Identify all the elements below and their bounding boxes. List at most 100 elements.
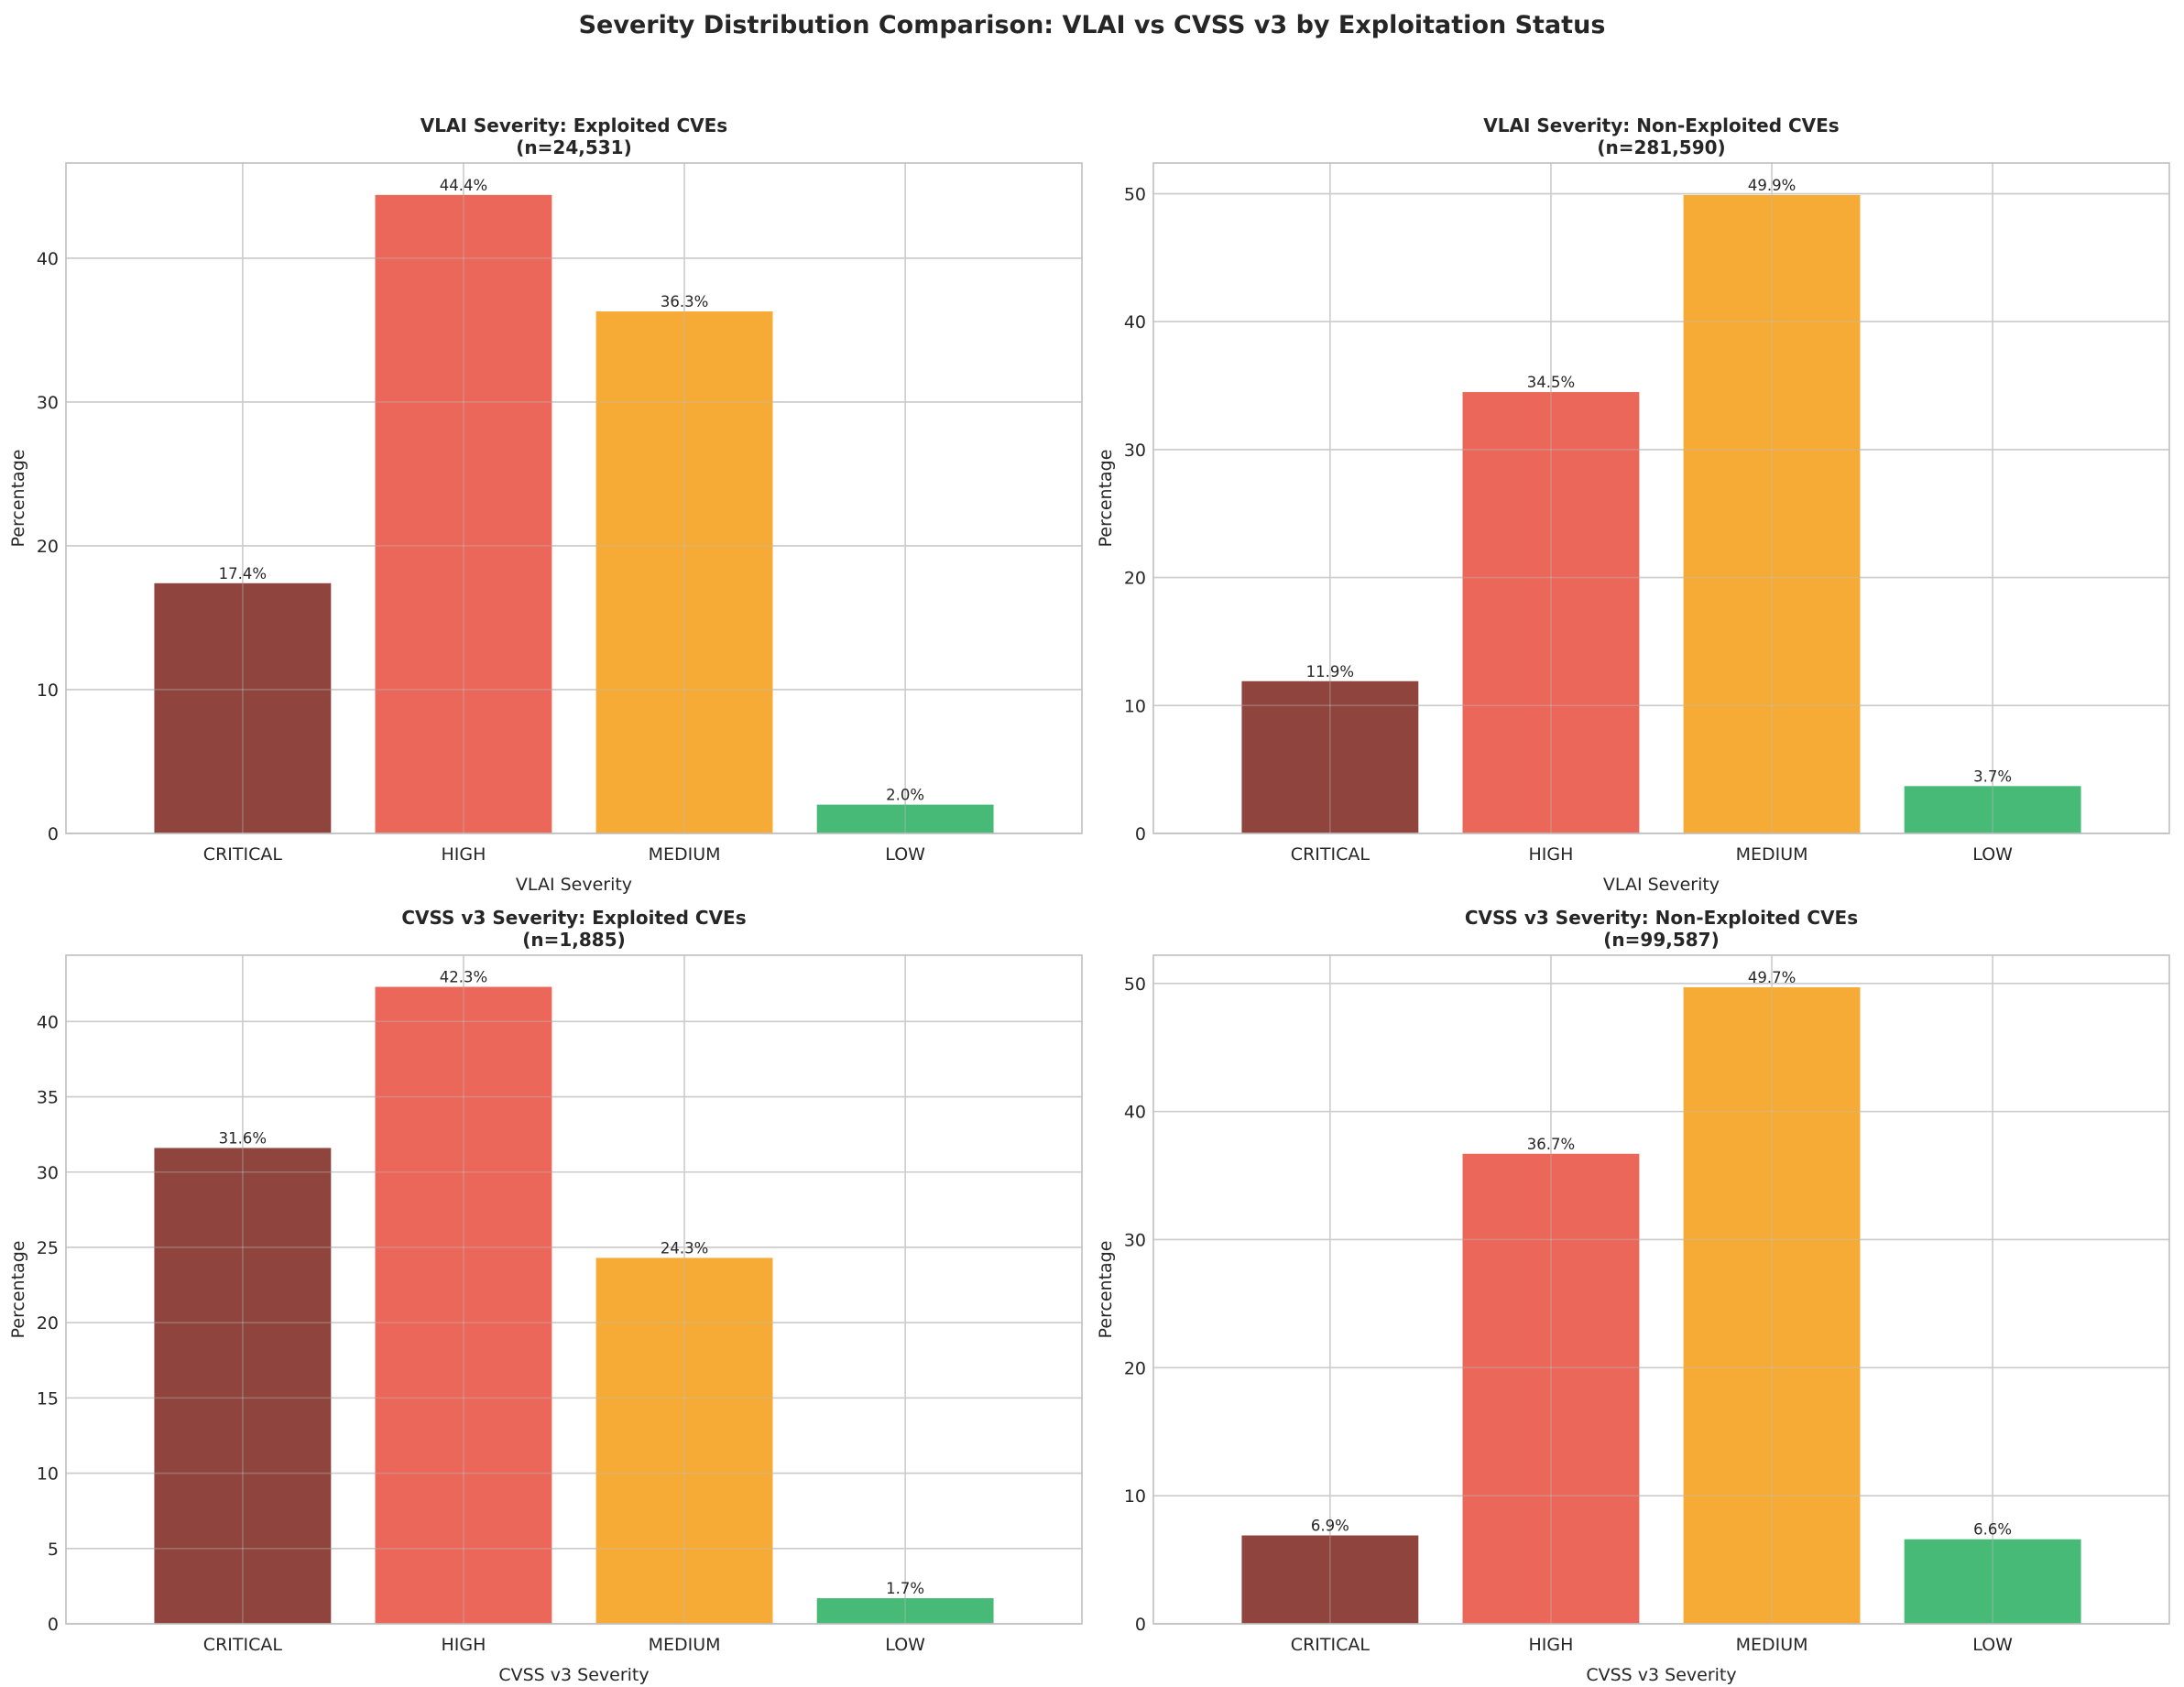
x-tick-label: MEDIUM — [1736, 1635, 1808, 1655]
x-tick-label: HIGH — [442, 844, 486, 865]
y-tick-label: 5 — [48, 1540, 59, 1560]
bar-low — [816, 804, 994, 833]
chart-panel-2: 11.9% 34.5% 49.9% 3.7% 0 10 20 30 40 50 CRITICAL HI… — [1096, 114, 2170, 895]
y-tick-label: 20 — [37, 1313, 59, 1333]
bar-high — [1462, 1153, 1640, 1624]
y-tick-label: 0 — [48, 1615, 59, 1635]
data-label: 36.7% — [1527, 1136, 1575, 1153]
bar-critical — [154, 582, 332, 833]
y-tick-label: 30 — [1124, 1230, 1146, 1250]
panel-subtitle: (n=24,531) — [516, 136, 631, 158]
bar-medium — [595, 1257, 773, 1624]
x-tick-label: CRITICAL — [203, 844, 283, 865]
y-tick-label: 20 — [1124, 1358, 1146, 1378]
bar-low — [1904, 786, 2081, 833]
chart-panel-1: 17.4% 44.4% 36.3% 2.0% 0 10 20 30 40 CRITICAL HIGH… — [8, 114, 1083, 895]
x-axis-label: VLAI Severity — [516, 875, 632, 895]
y-tick-label: 0 — [1135, 1615, 1146, 1635]
data-label: 24.3% — [661, 1239, 708, 1257]
y-tick-label: 10 — [37, 680, 59, 701]
y-tick-label: 0 — [48, 824, 59, 844]
axes-frame — [1152, 162, 2170, 834]
y-tick-label: 15 — [37, 1388, 59, 1409]
bar-critical — [154, 1148, 332, 1624]
x-axis-label: CVSS v3 Severity — [1586, 1665, 1736, 1685]
x-tick-label: LOW — [1972, 844, 2013, 865]
chart-panel-4: 6.9% 36.7% 49.7% 6.6% 0 10 20 30 40 50 CRITICAL HIG… — [1096, 907, 2170, 1685]
bar-medium — [1683, 986, 1861, 1624]
x-tick-label: LOW — [885, 844, 925, 865]
y-axis-label: Percentage — [1096, 1241, 1116, 1339]
y-axis-label: Percentage — [1096, 450, 1116, 548]
y-tick-label: 35 — [37, 1088, 59, 1108]
y-tick-label: 30 — [1124, 441, 1146, 461]
data-label: 31.6% — [219, 1129, 267, 1147]
x-tick-label: LOW — [885, 1635, 925, 1655]
y-tick-label: 40 — [37, 249, 59, 269]
panel-subtitle: (n=281,590) — [1597, 136, 1725, 158]
data-label: 6.9% — [1311, 1518, 1349, 1535]
x-tick-label: MEDIUM — [1736, 844, 1808, 865]
y-tick-label: 0 — [1135, 824, 1146, 844]
x-axis-label: VLAI Severity — [1603, 875, 1720, 895]
axes-frame — [1152, 954, 2170, 1625]
y-tick-label: 10 — [37, 1464, 59, 1485]
y-axis-label: Percentage — [8, 1241, 28, 1339]
x-axis-label: CVSS v3 Severity — [498, 1665, 649, 1685]
bar-medium — [1683, 194, 1861, 834]
data-label: 1.7% — [886, 1580, 924, 1597]
data-label: 11.9% — [1306, 663, 1354, 680]
y-tick-label: 20 — [37, 537, 59, 557]
y-tick-label: 40 — [37, 1012, 59, 1032]
bar-high — [375, 194, 552, 833]
data-label: 34.5% — [1527, 374, 1575, 391]
y-tick-label: 25 — [37, 1238, 59, 1258]
x-tick-label: CRITICAL — [203, 1635, 283, 1655]
y-axis-label: Percentage — [8, 450, 28, 548]
panel-subtitle: (n=1,885) — [522, 929, 626, 951]
x-tick-label: HIGH — [1529, 844, 1574, 865]
axes-frame — [65, 162, 1083, 834]
y-tick-label: 30 — [37, 1163, 59, 1183]
y-tick-label: 10 — [1124, 696, 1146, 716]
bar-high — [375, 986, 552, 1624]
bar-low — [816, 1598, 994, 1624]
data-label: 6.6% — [1973, 1521, 2012, 1539]
data-label: 44.4% — [440, 177, 487, 194]
bar-high — [1462, 392, 1640, 833]
panel-title: CVSS v3 Severity: Exploited CVEs — [401, 907, 746, 929]
data-label: 36.3% — [661, 293, 708, 310]
bar-medium — [595, 311, 773, 834]
bar-low — [1904, 1539, 2081, 1624]
panel-subtitle: (n=99,587) — [1603, 929, 1719, 951]
data-label: 3.7% — [1973, 767, 2012, 785]
bar-critical — [1241, 1535, 1419, 1624]
data-label: 49.7% — [1748, 969, 1796, 986]
x-tick-label: CRITICAL — [1291, 1635, 1370, 1655]
y-tick-label: 50 — [1124, 185, 1146, 205]
axes-frame — [65, 954, 1083, 1625]
panel-title: VLAI Severity: Non-Exploited CVEs — [1483, 114, 1839, 136]
y-tick-label: 50 — [1124, 974, 1146, 995]
x-tick-label: MEDIUM — [649, 1635, 721, 1655]
data-label: 17.4% — [219, 565, 267, 582]
x-tick-label: MEDIUM — [649, 844, 721, 865]
y-tick-label: 40 — [1124, 312, 1146, 332]
data-label: 42.3% — [440, 969, 487, 986]
x-tick-label: HIGH — [1529, 1635, 1574, 1655]
panel-title: CVSS v3 Severity: Non-Exploited CVEs — [1465, 907, 1858, 929]
x-tick-label: LOW — [1972, 1635, 2013, 1655]
data-label: 49.9% — [1748, 177, 1796, 194]
x-tick-label: HIGH — [442, 1635, 486, 1655]
y-tick-label: 10 — [1124, 1486, 1146, 1507]
y-tick-label: 40 — [1124, 1103, 1146, 1123]
figure-title: Severity Distribution Comparison: VLAI v… — [578, 11, 1606, 39]
panel-title: VLAI Severity: Exploited CVEs — [420, 114, 727, 136]
x-tick-label: CRITICAL — [1291, 844, 1370, 865]
y-tick-label: 20 — [1124, 569, 1146, 589]
y-tick-label: 30 — [37, 393, 59, 413]
chart-panel-3: 31.6% 42.3% 24.3% 1.7% 0 5 10 15 20 25 30 35 40 CRITI… — [8, 907, 1083, 1685]
data-label: 2.0% — [886, 787, 924, 804]
bar-critical — [1241, 680, 1419, 833]
